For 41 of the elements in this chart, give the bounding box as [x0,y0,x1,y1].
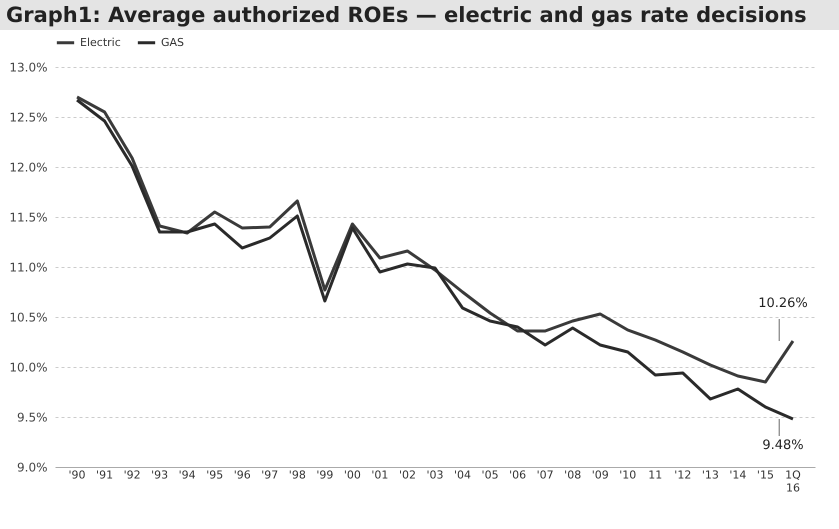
annotation: 9.48% [762,438,804,453]
x-tick-label: '93 [151,468,168,482]
y-tick-label: 11.5% [9,210,48,224]
x-tick-label: '01 [371,468,388,482]
y-tick-label: 13.0% [9,60,48,74]
y-tick-label: 11.0% [9,260,48,274]
x-tick-label: '12 [674,468,692,482]
legend-label: GAS [161,36,184,49]
x-tick-label: '07 [536,468,554,482]
y-tick-label: 10.5% [9,310,48,324]
x-tick-label: 1Q 16 [785,468,802,494]
x-tick-label: '97 [261,468,278,482]
x-tick-label: '14 [729,468,746,482]
y-tick-label: 9.5% [17,410,48,424]
x-tick-label: '06 [509,468,526,482]
annotation: 10.26% [758,296,808,311]
x-tick-label: '13 [702,468,719,482]
x-tick-label: '08 [564,468,582,482]
y-tick-label: 9.0% [17,460,48,474]
x-tick-label: 11 [648,468,662,482]
y-tick-label: 12.0% [9,160,48,174]
x-tick-label: '91 [96,468,114,482]
x-tick-label: '04 [454,468,472,482]
x-tick-label: '92 [124,468,141,482]
y-tick-label: 10.0% [9,360,48,374]
y-tick-label: 12.5% [9,110,48,124]
x-tick-label: '99 [316,468,334,482]
chart-title: Graph1: Average authorized ROEs — electric and gas rate decisions [0,0,839,30]
x-tick-label: '10 [619,468,636,482]
x-tick-label: '90 [68,468,86,482]
x-tick-label: '94 [178,468,196,482]
legend-label: Electric [80,36,121,49]
x-tick-label: '02 [398,468,416,482]
x-tick-label: '96 [234,468,251,482]
x-tick-label: '98 [288,468,306,482]
x-tick-label: '09 [592,468,609,482]
x-tick-label: '03 [426,468,444,482]
x-tick-label: '95 [206,468,224,482]
x-tick-label: '00 [344,468,361,482]
x-tick-label: '05 [482,468,499,482]
x-tick-label: '15 [756,468,774,482]
